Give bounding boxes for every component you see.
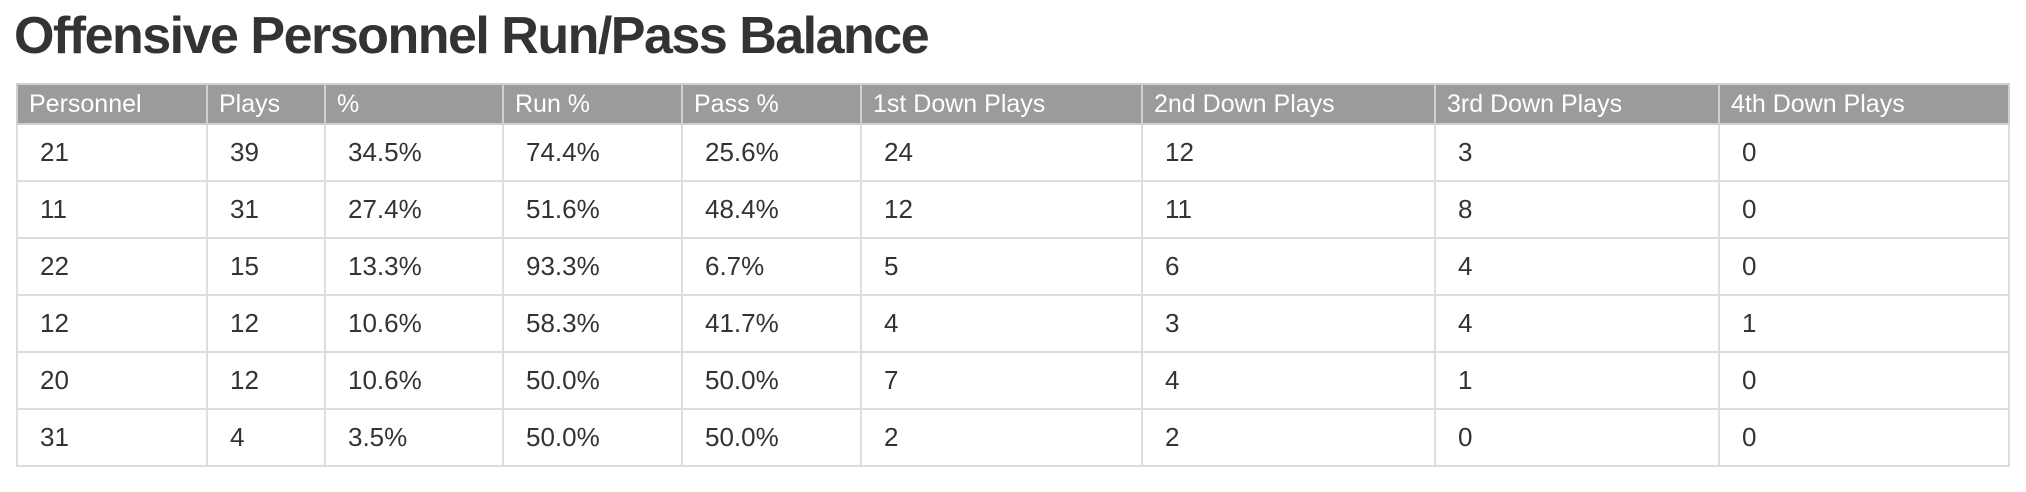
- table-cell: 12: [860, 180, 1143, 239]
- table-cell: 93.3%: [502, 237, 683, 296]
- table-cell: 12: [206, 351, 326, 410]
- table-cell: 58.3%: [502, 294, 683, 353]
- column-header-plays: Plays: [206, 83, 326, 125]
- column-header-run-percent: Run %: [502, 83, 683, 125]
- table-cell: 74.4%: [502, 123, 683, 182]
- table-cell: 10.6%: [324, 351, 504, 410]
- table-cell: 34.5%: [324, 123, 504, 182]
- table-cell: 11: [16, 180, 208, 239]
- table-cell: 6.7%: [681, 237, 862, 296]
- table-cell: 4: [1434, 237, 1720, 296]
- table-cell: 20: [16, 351, 208, 410]
- table-row: 12 12 10.6% 58.3% 41.7% 4 3 4 1: [16, 294, 2010, 353]
- table-cell: 21: [16, 123, 208, 182]
- table-cell: 50.0%: [681, 351, 862, 410]
- table-row: 22 15 13.3% 93.3% 6.7% 5 6 4 0: [16, 237, 2010, 296]
- table-cell: 24: [860, 123, 1143, 182]
- table-cell: 5: [860, 237, 1143, 296]
- table-cell: 12: [206, 294, 326, 353]
- table-cell: 2: [1141, 408, 1436, 467]
- table-cell: 15: [206, 237, 326, 296]
- table-cell: 13.3%: [324, 237, 504, 296]
- table-cell: 6: [1141, 237, 1436, 296]
- table-cell: 8: [1434, 180, 1720, 239]
- table-cell: 50.0%: [502, 351, 683, 410]
- table-cell: 4: [860, 294, 1143, 353]
- table-cell: 12: [16, 294, 208, 353]
- table-cell: 7: [860, 351, 1143, 410]
- table-row: 11 31 27.4% 51.6% 48.4% 12 11 8 0: [16, 180, 2010, 239]
- table-cell: 2: [860, 408, 1143, 467]
- table-cell: 0: [1718, 180, 2010, 239]
- table-cell: 12: [1141, 123, 1436, 182]
- table-cell: 50.0%: [502, 408, 683, 467]
- table-cell: 1: [1718, 294, 2010, 353]
- table-cell: 31: [16, 408, 208, 467]
- table-row: 20 12 10.6% 50.0% 50.0% 7 4 1 0: [16, 351, 2010, 410]
- table-row: 31 4 3.5% 50.0% 50.0% 2 2 0 0: [16, 408, 2010, 467]
- table-cell: 11: [1141, 180, 1436, 239]
- table-cell: 0: [1434, 408, 1720, 467]
- table-header-row: Personnel Plays % Run % Pass % 1st Down …: [16, 83, 2010, 125]
- table-cell: 4: [206, 408, 326, 467]
- column-header-percent: %: [324, 83, 504, 125]
- column-header-3rd-down-plays: 3rd Down Plays: [1434, 83, 1720, 125]
- table-cell: 3: [1141, 294, 1436, 353]
- table-cell: 31: [206, 180, 326, 239]
- table-cell: 41.7%: [681, 294, 862, 353]
- table-cell: 0: [1718, 237, 2010, 296]
- column-header-pass-percent: Pass %: [681, 83, 862, 125]
- table-cell: 25.6%: [681, 123, 862, 182]
- table-cell: 39: [206, 123, 326, 182]
- table-cell: 48.4%: [681, 180, 862, 239]
- column-header-1st-down-plays: 1st Down Plays: [860, 83, 1143, 125]
- table-cell: 51.6%: [502, 180, 683, 239]
- table-cell: 0: [1718, 351, 2010, 410]
- table-cell: 4: [1434, 294, 1720, 353]
- table-cell: 27.4%: [324, 180, 504, 239]
- table-cell: 3.5%: [324, 408, 504, 467]
- table-cell: 10.6%: [324, 294, 504, 353]
- table-cell: 50.0%: [681, 408, 862, 467]
- table-cell: 3: [1434, 123, 1720, 182]
- column-header-2nd-down-plays: 2nd Down Plays: [1141, 83, 1436, 125]
- table-cell: 22: [16, 237, 208, 296]
- personnel-table: Personnel Plays % Run % Pass % 1st Down …: [16, 83, 2010, 467]
- table-cell: 1: [1434, 351, 1720, 410]
- table-cell: 4: [1141, 351, 1436, 410]
- table-cell: 0: [1718, 408, 2010, 467]
- table-cell: 0: [1718, 123, 2010, 182]
- table-row: 21 39 34.5% 74.4% 25.6% 24 12 3 0: [16, 123, 2010, 182]
- page-title: Offensive Personnel Run/Pass Balance: [14, 7, 930, 65]
- column-header-personnel: Personnel: [16, 83, 208, 125]
- column-header-4th-down-plays: 4th Down Plays: [1718, 83, 2010, 125]
